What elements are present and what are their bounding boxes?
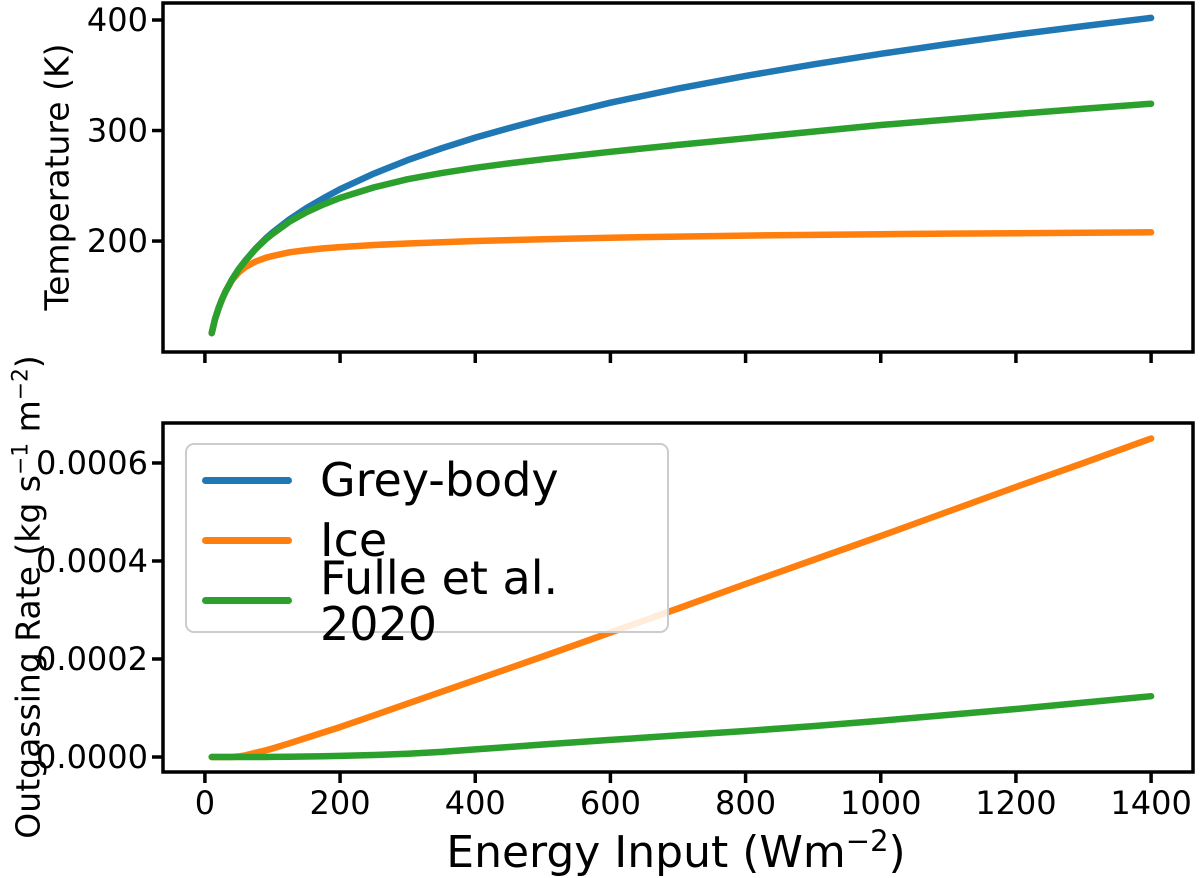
label-text: ) (888, 826, 906, 878)
plot-border (161, 1, 1195, 354)
x-tick-label: 400 (445, 784, 506, 822)
temperature-panel: 200 300 400 (87, 1, 1195, 363)
legend-label: Grey-body (320, 453, 559, 508)
outgassing-panel: 0 200 400 600 800 1000 1200 1400 0.0000 0.0002 0.0… (36, 421, 1195, 822)
x-tick-label: 1200 (975, 784, 1056, 822)
legend-item-ice: Ice (202, 510, 667, 570)
legend-item-grey-body: Grey-body (202, 450, 667, 510)
y-tick-label: 0.0000 (36, 738, 148, 776)
superscript-exponent: −2 (845, 824, 889, 859)
legend-label: Fulle et al. 2020 (320, 550, 559, 651)
y-tick-label: 0.0006 (36, 444, 148, 482)
x-tick-label: 600 (580, 784, 641, 822)
y-tick-label: 300 (87, 112, 148, 150)
y-tick-label: 0.0004 (36, 542, 148, 580)
curve-ice (208, 229, 1155, 337)
superscript-exponent: −1 (8, 442, 34, 476)
y-tick-label: 400 (87, 1, 148, 39)
legend-line-sample (202, 476, 292, 484)
x-tick-label: 200 (310, 784, 371, 822)
y-axis-label-outgassing-rate: Outgassing Rate (kg s−1 m−2) (9, 355, 48, 838)
y-tick-label: 0.0002 (36, 640, 148, 678)
x-tick-label: 1000 (840, 784, 921, 822)
x-axis-label-energy-input: Energy Input (Wm−2) (446, 824, 905, 878)
label-text: Energy Input (Wm (446, 826, 846, 878)
legend-item-fulle-et-al-2020: Fulle et al. 2020 (202, 555, 667, 647)
legend-line-sample (202, 597, 292, 605)
superscript-exponent: −2 (8, 368, 34, 401)
y-tick-label: 200 (87, 222, 148, 260)
plot-border (161, 421, 1195, 774)
curve-fulle-et-al-2020 (208, 100, 1155, 337)
label-text: m (8, 400, 48, 443)
legend: Grey-body Ice Fulle et al. 2020 (185, 443, 669, 647)
legend-label: Ice (320, 513, 388, 568)
label-text: Outgassing Rate (kg s (8, 475, 48, 839)
curve-grey-body (208, 14, 1155, 337)
x-tick-label: 0 (195, 784, 215, 822)
y-axis-label-temperature: Temperature (K) (38, 44, 77, 311)
x-tick-label: 1400 (1110, 784, 1191, 822)
curve-fulle-et-al-2020 (208, 692, 1155, 761)
x-tick-label: 800 (715, 784, 776, 822)
label-text: Temperature (K) (37, 43, 77, 311)
label-text: ) (8, 355, 48, 369)
legend-line-sample (202, 536, 292, 544)
